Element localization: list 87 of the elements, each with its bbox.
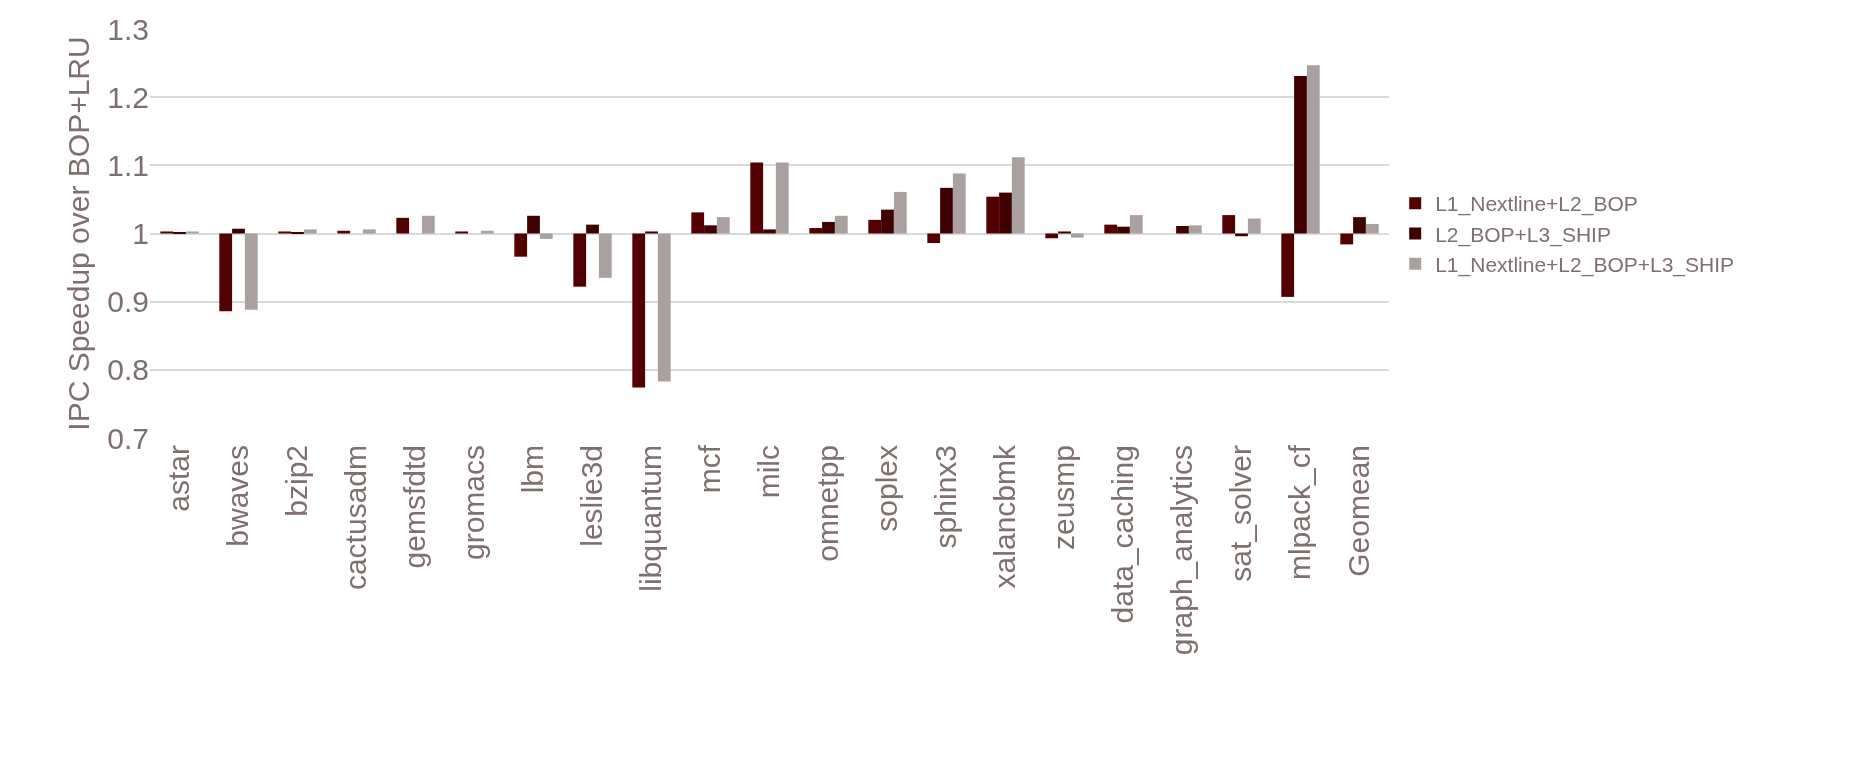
- y-tick-label: 0.8: [107, 353, 149, 387]
- bar: [716, 217, 730, 234]
- bar: [868, 219, 882, 234]
- bar: [632, 233, 646, 388]
- bar: [1104, 224, 1118, 234]
- bar: [185, 231, 199, 234]
- y-tick-label: 1: [132, 217, 149, 250]
- bar: [657, 233, 671, 382]
- x-tick-label: sat_solver: [1224, 445, 1258, 582]
- x-tick-label: libquantum: [634, 445, 668, 592]
- x-tick-label: xalancbmk: [988, 444, 1022, 589]
- bar: [940, 187, 953, 234]
- bar: [881, 209, 894, 234]
- x-tick-label: sphinx3: [929, 445, 963, 549]
- bar: [421, 215, 435, 234]
- x-tick-label: astar: [162, 445, 196, 512]
- bar: [480, 230, 494, 234]
- bar: [986, 196, 1000, 234]
- bar: [1340, 233, 1354, 245]
- y-tick-label: 1.1: [107, 148, 149, 182]
- bar: [822, 221, 835, 234]
- bar: [514, 233, 528, 257]
- x-tick-label: omnetpp: [811, 445, 845, 562]
- bar: [775, 162, 789, 234]
- bar: [1058, 231, 1071, 234]
- bar: [278, 231, 292, 234]
- bar: [1222, 215, 1236, 234]
- bar: [1070, 233, 1084, 238]
- bar: [232, 228, 245, 234]
- legend-label: L1_Nextline+L2_BOP+L3_SHIP: [1435, 252, 1735, 277]
- x-tick-label: graph_analytics: [1165, 445, 1199, 656]
- bar: [750, 162, 764, 234]
- bar: [834, 215, 848, 234]
- x-tick-label: milc: [752, 445, 786, 499]
- bar: [809, 228, 823, 234]
- bar: [1176, 226, 1189, 234]
- bar: [1353, 217, 1366, 234]
- y-tick-label: 1.2: [107, 80, 149, 114]
- x-tick-label: mlpack_cf: [1283, 444, 1317, 581]
- y-tick-label: 0.7: [107, 421, 149, 455]
- y-axis-title: IPC Speedup over BOP+LRU: [62, 36, 96, 431]
- bar: [396, 217, 410, 234]
- x-tick-label: bzip2: [280, 445, 314, 517]
- x-tick-label: lbm: [516, 445, 550, 494]
- x-tick-label: zeusmp: [1047, 445, 1081, 551]
- bar: [362, 229, 376, 234]
- bar: [952, 173, 966, 234]
- bar: [1188, 225, 1202, 234]
- bar: [704, 225, 717, 234]
- bar: [598, 233, 612, 278]
- bar: [573, 233, 587, 287]
- bar: [645, 231, 658, 234]
- x-tick-label: bwaves: [221, 445, 255, 547]
- bar: [1117, 226, 1130, 234]
- x-tick-label: gemsfdtd: [398, 445, 432, 569]
- x-tick-label: data_caching: [1106, 445, 1140, 624]
- bar: [219, 233, 233, 312]
- x-tick-label: soplex: [870, 445, 904, 532]
- x-tick-label: mcf: [693, 444, 727, 494]
- bar: [337, 230, 351, 234]
- x-tick-label: gromacs: [457, 445, 491, 561]
- bar: [1281, 233, 1295, 297]
- bar: [303, 229, 317, 234]
- bar: [160, 231, 174, 234]
- bar: [927, 233, 941, 244]
- bar: [527, 215, 540, 234]
- bar: [763, 229, 776, 234]
- bar: [1011, 157, 1025, 234]
- bar: [893, 191, 907, 234]
- x-tick-label: cactusadm: [339, 445, 373, 591]
- bar: [244, 233, 258, 310]
- bar: [691, 212, 705, 234]
- x-tick-label: Geomean: [1342, 445, 1376, 577]
- bar: [999, 192, 1012, 234]
- bar: [1365, 223, 1379, 234]
- y-tick-label: 0.9: [107, 285, 149, 319]
- bar: [1306, 65, 1320, 234]
- bar: [1247, 218, 1261, 234]
- bar: [1294, 76, 1307, 234]
- bar: [539, 233, 553, 239]
- legend-label: L1_Nextline+L2_BOP: [1435, 192, 1638, 217]
- bar: [455, 231, 469, 234]
- y-tick-label: 1.3: [107, 12, 149, 46]
- bar: [586, 224, 599, 234]
- legend-label: L2_BOP+L3_SHIP: [1435, 222, 1611, 247]
- bar: [1129, 215, 1143, 234]
- x-tick-label: leslie3d: [575, 445, 609, 547]
